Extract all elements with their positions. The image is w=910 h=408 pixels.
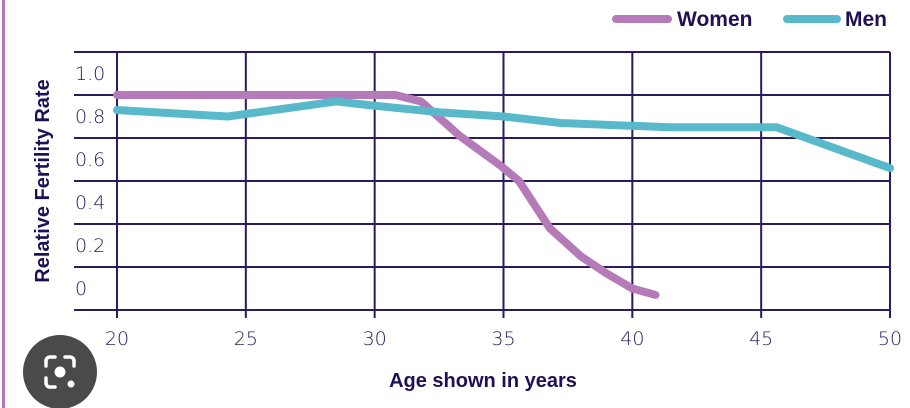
y-tick-label: 0 xyxy=(75,278,87,300)
y-tick-label: 1.0 xyxy=(75,63,105,85)
series-line-women xyxy=(113,91,660,299)
series-line-men xyxy=(113,97,894,173)
left-edge-bar xyxy=(2,0,5,408)
legend-label-women: Women xyxy=(677,8,752,31)
y-tick-label: 0.8 xyxy=(75,106,105,128)
y-tick-labels: 0 0.2 0.4 0.6 0.8 1.0 xyxy=(75,63,105,300)
x-tick-labels: 20 25 30 35 40 45 50 xyxy=(105,328,902,350)
x-tick-label: 35 xyxy=(491,328,515,350)
x-axis-title: Age shown in years xyxy=(389,370,577,392)
x-tick-label: 50 xyxy=(878,328,902,350)
series-lines xyxy=(113,91,894,299)
y-tick-label: 0.4 xyxy=(75,192,105,214)
y-tick-label: 0.6 xyxy=(75,149,105,171)
legend-label-men: Men xyxy=(845,8,887,31)
x-tick-label: 25 xyxy=(234,328,258,350)
x-tick-label: 20 xyxy=(105,328,129,350)
x-tick-label: 45 xyxy=(749,328,773,350)
google-lens-icon[interactable] xyxy=(23,335,97,408)
legend: Women Men xyxy=(612,8,887,31)
x-tick-label: 30 xyxy=(363,328,387,350)
x-tick-label: 40 xyxy=(620,328,644,350)
y-tick-label: 0.2 xyxy=(75,235,105,257)
y-axis-title: Relative Fertility Rate xyxy=(32,79,54,282)
